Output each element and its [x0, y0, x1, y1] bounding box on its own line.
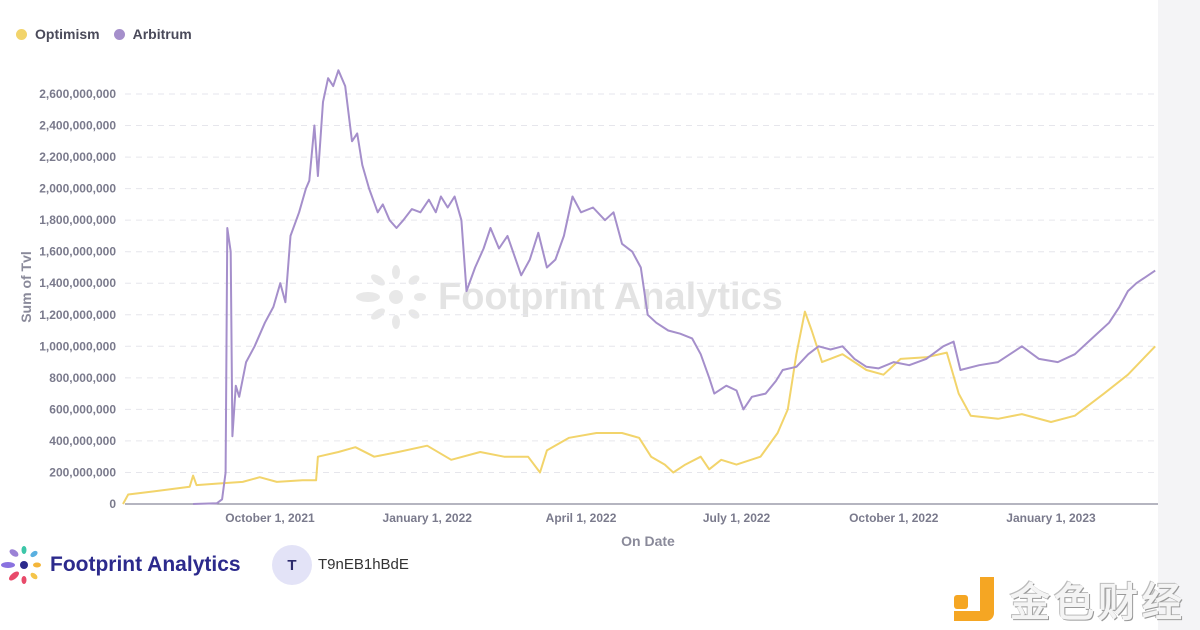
y-tick-label: 2,000,000,000 — [39, 182, 116, 196]
avatar[interactable]: T — [272, 545, 312, 585]
y-tick-label: 2,200,000,000 — [39, 150, 116, 164]
legend-item-optimism[interactable]: Optimism — [16, 26, 100, 42]
x-tick-label: July 1, 2022 — [703, 511, 771, 525]
username: T9nEB1hBdE — [318, 556, 409, 573]
series-line-arbitrum[interactable] — [193, 69, 1156, 505]
x-axis-label: On Date — [621, 533, 675, 549]
legend-label: Optimism — [35, 26, 100, 42]
x-tick-label: January 1, 2022 — [383, 511, 473, 525]
y-tick-label: 1,000,000,000 — [39, 339, 116, 353]
footprint-logo-icon — [1, 546, 41, 584]
legend-dot-optimism — [16, 28, 27, 40]
y-tick-label: 1,800,000,000 — [39, 213, 116, 227]
x-tick-label: October 1, 2021 — [225, 511, 315, 525]
jinse-logo-icon — [954, 577, 994, 621]
x-tick-label: January 1, 2023 — [1006, 511, 1096, 525]
legend-label: Arbitrum — [132, 26, 192, 42]
series-line-optimism[interactable] — [122, 310, 1156, 505]
y-axis-label: Sum of Tvl — [18, 251, 34, 323]
y-tick-label: 0 — [109, 497, 116, 511]
footprint-logo-icon — [356, 265, 426, 329]
y-tick-label: 600,000,000 — [49, 402, 116, 416]
x-tick-label: October 1, 2022 — [849, 511, 939, 525]
legend-item-arbitrum[interactable]: Arbitrum — [113, 26, 192, 42]
legend: Optimism Arbitrum — [16, 26, 192, 42]
brand-name: Footprint Analytics — [50, 553, 241, 576]
y-tick-label: 1,400,000,000 — [39, 276, 116, 290]
y-tick-label: 2,600,000,000 — [39, 87, 116, 101]
watermark-text: Footprint Analytics — [438, 275, 783, 318]
chart-watermark: Footprint Analytics — [348, 262, 783, 332]
y-tick-label: 1,600,000,000 — [39, 245, 116, 259]
y-tick-label: 400,000,000 — [49, 434, 116, 448]
y-tick-label: 800,000,000 — [49, 371, 116, 385]
right-gutter — [1158, 0, 1200, 630]
x-tick-label: April 1, 2022 — [546, 511, 617, 525]
y-tick-label: 200,000,000 — [49, 465, 116, 479]
jinse-text: 金色财经 — [1010, 581, 1186, 625]
jinse-watermark: 金色财经 — [952, 570, 1186, 628]
y-tick-label: 1,200,000,000 — [39, 308, 116, 322]
y-tick-label: 2,400,000,000 — [39, 119, 116, 133]
footprint-brand[interactable]: Footprint Analytics — [0, 545, 241, 585]
legend-dot-arbitrum — [113, 28, 125, 40]
